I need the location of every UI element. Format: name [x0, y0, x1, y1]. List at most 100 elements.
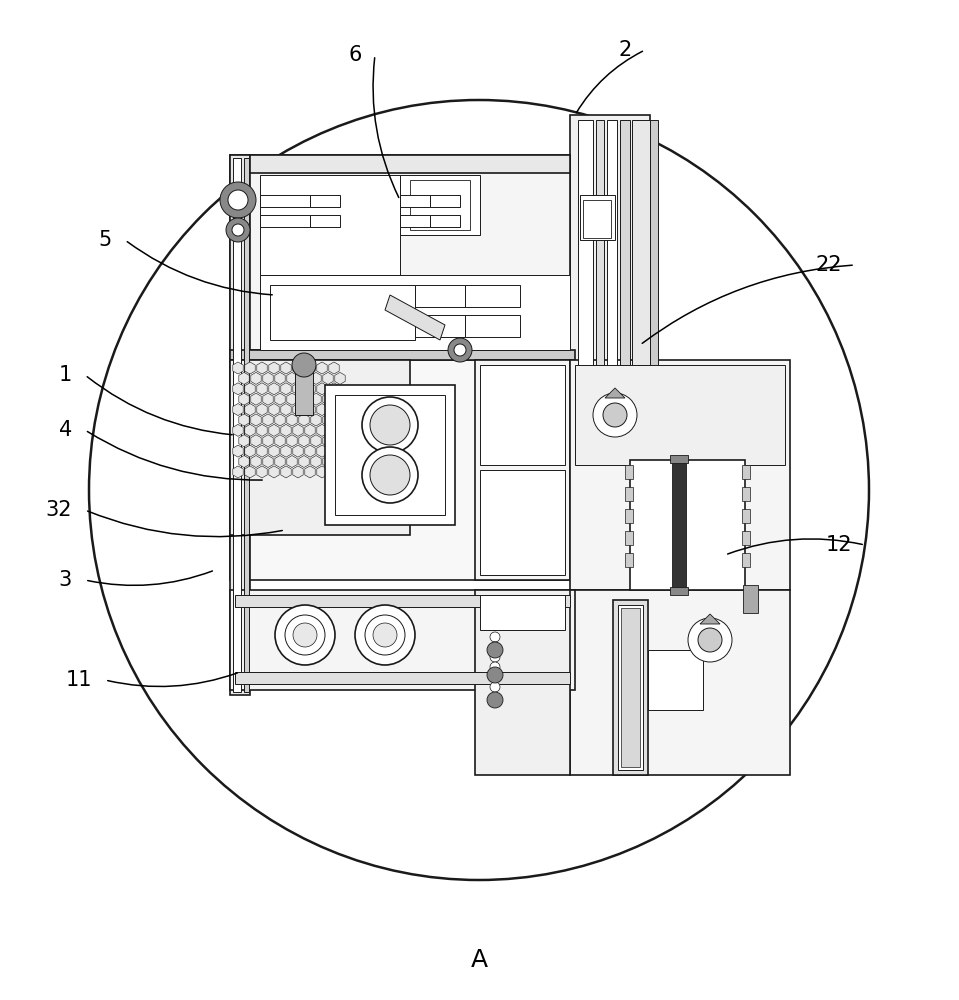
- Polygon shape: [263, 393, 273, 405]
- Circle shape: [603, 403, 627, 427]
- Polygon shape: [239, 414, 249, 426]
- Bar: [480, 365, 565, 465]
- Polygon shape: [263, 456, 273, 468]
- Bar: [335, 395, 445, 515]
- Bar: [625, 487, 633, 501]
- Polygon shape: [269, 362, 279, 374]
- Bar: [465, 285, 520, 307]
- Polygon shape: [316, 466, 327, 478]
- Polygon shape: [239, 372, 249, 384]
- Polygon shape: [292, 404, 303, 416]
- Circle shape: [487, 667, 503, 683]
- Polygon shape: [316, 445, 327, 457]
- Polygon shape: [233, 383, 244, 395]
- Circle shape: [490, 662, 500, 672]
- Polygon shape: [239, 435, 249, 447]
- Bar: [325, 385, 455, 525]
- Bar: [742, 531, 750, 545]
- Circle shape: [490, 642, 500, 652]
- Bar: [625, 465, 633, 479]
- Polygon shape: [287, 393, 297, 405]
- Polygon shape: [269, 404, 279, 416]
- Text: 11: 11: [65, 670, 92, 690]
- Polygon shape: [281, 424, 292, 436]
- Bar: [742, 465, 750, 479]
- Polygon shape: [245, 362, 255, 374]
- Circle shape: [370, 455, 410, 495]
- Circle shape: [220, 182, 256, 218]
- Polygon shape: [605, 388, 625, 398]
- Polygon shape: [305, 445, 316, 457]
- Bar: [742, 487, 750, 501]
- Polygon shape: [275, 456, 285, 468]
- Polygon shape: [287, 456, 297, 468]
- Polygon shape: [257, 404, 268, 416]
- Polygon shape: [263, 414, 273, 426]
- Circle shape: [226, 218, 250, 242]
- Polygon shape: [263, 372, 273, 384]
- Bar: [575, 365, 785, 465]
- Polygon shape: [299, 435, 309, 447]
- Bar: [230, 155, 570, 350]
- Bar: [620, 120, 630, 460]
- Polygon shape: [275, 414, 285, 426]
- Circle shape: [490, 632, 500, 642]
- Bar: [295, 365, 313, 415]
- Bar: [235, 595, 570, 607]
- Circle shape: [365, 615, 405, 655]
- Bar: [400, 195, 430, 207]
- Polygon shape: [335, 372, 345, 384]
- Bar: [650, 120, 658, 460]
- Bar: [230, 590, 575, 690]
- Polygon shape: [269, 424, 279, 436]
- Bar: [670, 455, 688, 463]
- Polygon shape: [335, 393, 345, 405]
- Bar: [570, 115, 650, 470]
- Polygon shape: [311, 393, 321, 405]
- Polygon shape: [257, 383, 268, 395]
- Polygon shape: [311, 456, 321, 468]
- Bar: [578, 120, 593, 460]
- Bar: [465, 315, 520, 337]
- Polygon shape: [329, 404, 339, 416]
- Circle shape: [362, 397, 418, 453]
- Bar: [244, 158, 249, 692]
- Circle shape: [292, 353, 316, 377]
- Bar: [625, 531, 633, 545]
- Polygon shape: [251, 456, 261, 468]
- Bar: [310, 195, 340, 207]
- Bar: [260, 215, 310, 227]
- Polygon shape: [257, 362, 268, 374]
- Polygon shape: [281, 383, 292, 395]
- Bar: [621, 608, 640, 767]
- Bar: [670, 587, 688, 595]
- Bar: [480, 470, 565, 575]
- Bar: [410, 180, 470, 230]
- Text: 6: 6: [349, 45, 362, 65]
- Circle shape: [593, 393, 637, 437]
- Bar: [607, 120, 617, 460]
- Text: 2: 2: [619, 40, 632, 60]
- Bar: [630, 460, 745, 590]
- Bar: [580, 195, 615, 240]
- Polygon shape: [299, 456, 309, 468]
- Polygon shape: [323, 435, 333, 447]
- Circle shape: [285, 615, 325, 655]
- Text: 32: 32: [45, 500, 72, 520]
- Bar: [415, 315, 465, 337]
- Text: 5: 5: [99, 230, 112, 250]
- Bar: [742, 509, 750, 523]
- Polygon shape: [245, 404, 255, 416]
- Polygon shape: [251, 414, 261, 426]
- Polygon shape: [287, 435, 297, 447]
- Polygon shape: [316, 383, 327, 395]
- Circle shape: [487, 692, 503, 708]
- Polygon shape: [292, 362, 303, 374]
- Text: 1: 1: [58, 365, 72, 385]
- Bar: [400, 175, 480, 235]
- Polygon shape: [269, 383, 279, 395]
- Circle shape: [355, 605, 415, 665]
- Bar: [260, 275, 570, 350]
- Polygon shape: [251, 393, 261, 405]
- Polygon shape: [239, 456, 249, 468]
